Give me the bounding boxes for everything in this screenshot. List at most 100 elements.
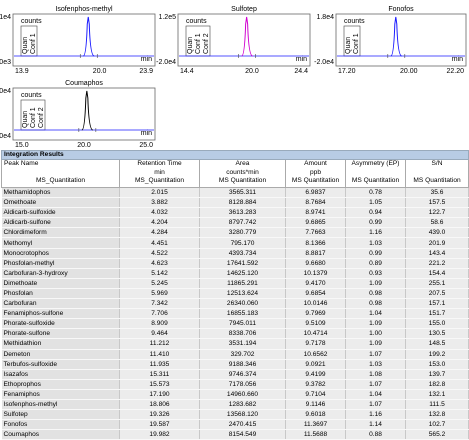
header-line: counts*min [226, 168, 259, 176]
data-row: Monocrotophos 4.522 4393.734 8.8817 0.99 143.… [1, 248, 469, 259]
column-header: Asymmetry (EP) MS Quantitation [345, 159, 406, 188]
cell: 6.9837 [285, 187, 346, 199]
cell: 15.573 [119, 379, 200, 390]
cell: 5.245 [119, 278, 200, 289]
x-tick-label: 13.9 [15, 68, 29, 75]
cell: 255.1 [405, 278, 469, 289]
cell: 155.0 [405, 318, 469, 330]
cell: 1.07 [345, 379, 406, 390]
trace-label: Conf 1 [30, 107, 37, 128]
cell: 139.7 [405, 369, 469, 380]
trace-label: Conf 2 [38, 107, 45, 128]
trace-label: Conf 1 [353, 33, 360, 54]
x-tick-label: 17.20 [338, 68, 356, 75]
cell: 1.04 [345, 308, 406, 320]
x-tick-label: 14.4 [180, 68, 194, 75]
cell: 9.6865 [285, 217, 346, 229]
cell: 16855.183 [199, 308, 286, 320]
cell: 10.1379 [285, 268, 346, 279]
table-title: Integration Results [0, 150, 469, 160]
cell: 11.212 [119, 338, 200, 350]
cell: 9.7104 [285, 389, 346, 400]
y-unit: counts [21, 18, 42, 25]
cell: 15.311 [119, 369, 200, 380]
cell: 17641.592 [199, 258, 286, 269]
cell: 2470.415 [199, 419, 286, 431]
peak-name: Isazafos [1, 369, 120, 380]
cell: 3565.311 [199, 187, 286, 199]
header-line: MS_Quantitation [35, 177, 86, 184]
cell: 1283.682 [199, 399, 286, 411]
cell: 182.8 [405, 379, 469, 390]
header-line: MS Quantitation [413, 177, 461, 184]
cell: 12513.624 [199, 288, 286, 300]
cell: 8.7684 [285, 197, 346, 209]
header-line: ppb [309, 168, 321, 176]
trace-legend [185, 25, 211, 57]
cell: 207.5 [405, 288, 469, 300]
cell: 14960.660 [199, 389, 286, 400]
cell: 1.09 [345, 278, 406, 289]
column-header: S/N MS Quantitation [404, 159, 469, 188]
x-tick-label: 15.0 [15, 142, 29, 149]
y-bottom-label: -1.0e3 [0, 59, 11, 66]
cell: 35.6 [405, 187, 469, 199]
trace-label: Quan [187, 37, 194, 54]
x-tick-label: 20.0 [245, 68, 259, 75]
cell: 3280.779 [199, 227, 286, 239]
data-row: Methomyl 4.451 795.170 8.1366 1.03 201.9 [1, 237, 469, 249]
cell: 9.0921 [285, 359, 346, 370]
data-row: Coumaphos 19.982 8154.549 11.5688 0.88 565.2 [1, 429, 469, 440]
cell: 1.09 [345, 318, 406, 330]
peak-name: Fenamiphos [1, 389, 120, 400]
trace-legend [20, 99, 46, 131]
cell: 329.702 [199, 349, 286, 360]
peak-name: Phosfolan [1, 288, 120, 300]
cell: 13568.120 [199, 409, 286, 421]
cell: 1.14 [345, 419, 406, 431]
cell: 2.015 [119, 187, 200, 199]
panel-title: Coumaphos [65, 80, 103, 87]
y-unit: counts [344, 18, 365, 25]
cell: 8.909 [119, 318, 200, 330]
cell: 9746.374 [199, 369, 286, 380]
header-line: Area [235, 160, 250, 168]
x-unit: min [296, 56, 307, 63]
cell: 1.07 [345, 399, 406, 411]
cell: 7.7663 [285, 227, 346, 239]
cell: 1.16 [345, 227, 406, 239]
cell: 199.2 [405, 349, 469, 360]
cell: 8338.706 [199, 328, 286, 340]
peak-name: Terbufos-sulfoxide [1, 359, 120, 370]
peak-name: Fenamiphos-sulfone [1, 308, 120, 320]
cell: 1.05 [345, 197, 406, 209]
peak-name: Coumaphos [1, 429, 120, 440]
header-line: Asymmetry (EP) [351, 160, 400, 168]
peak-name: Ethoprophos [1, 379, 120, 390]
cell: 9.4199 [285, 369, 346, 380]
y-unit: counts [186, 18, 207, 25]
cell: 132.8 [405, 409, 469, 421]
data-row: Carbofuran-3-hydroxy 5.142 14625.120 10.137… [1, 268, 469, 279]
header-line: MS Quantitation [351, 177, 400, 184]
cell: 9.7178 [285, 338, 346, 350]
x-unit: min [452, 56, 463, 63]
cell: 154.4 [405, 268, 469, 279]
chromatograms: Isofenphos-methyl 1.1e4 -1.0e3 counts min 13.… [0, 6, 467, 149]
cell: 8.9741 [285, 207, 346, 219]
data-row: Phorate-sulfoxide 8.909 7945.011 9.5109 1.09… [1, 318, 469, 330]
cell: 11865.291 [199, 278, 286, 289]
y-unit: counts [21, 92, 42, 99]
cell: 565.2 [405, 429, 469, 440]
y-top-label: 1.8e4 [316, 14, 334, 21]
results-table: Integration Results Peak Name MS_Quantitat… [0, 150, 469, 440]
data-row: Chlordimeform 4.284 3280.779 7.7663 1.16 439.… [1, 227, 469, 239]
cell: 0.89 [345, 258, 406, 269]
x-tick-label: 23.9 [139, 68, 153, 75]
peak-name: Omethoate [1, 197, 120, 209]
y-top-label: 1.1e4 [0, 14, 11, 21]
cell: 26340.060 [199, 298, 286, 310]
plot-frame [12, 87, 156, 141]
column-header: Retention Time min MS_Quantitation [119, 159, 200, 188]
data-row: Aldicarb-sulfoxide 4.032 3613.283 8.9741 0.9… [1, 207, 469, 219]
